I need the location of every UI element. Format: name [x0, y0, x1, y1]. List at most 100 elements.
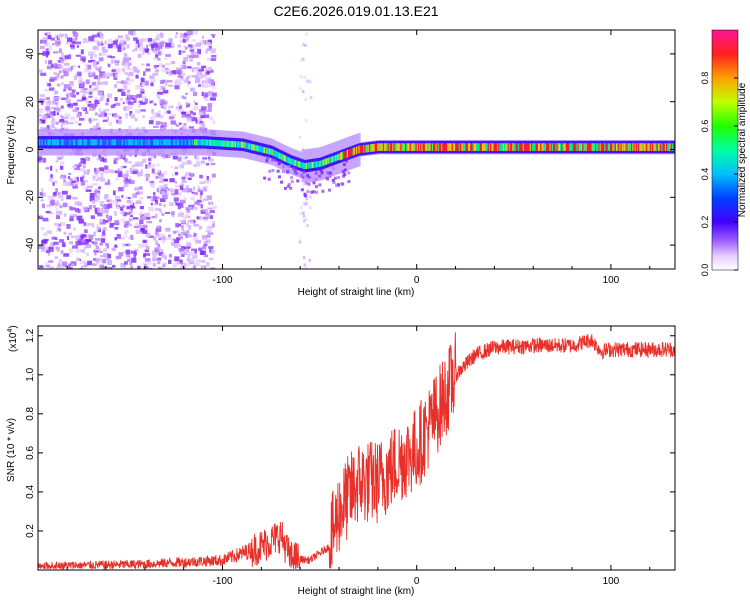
noise-cell	[99, 34, 104, 40]
noise-streak-cell	[99, 82, 103, 86]
noise-cell	[304, 194, 308, 198]
noise-cell	[100, 94, 105, 99]
noise-cell	[187, 160, 193, 165]
noise-cell	[128, 104, 133, 110]
noise-cell	[142, 243, 148, 248]
noise-cell	[38, 157, 43, 160]
noise-cell	[81, 235, 85, 239]
noise-cell	[207, 195, 212, 200]
noise-cell	[200, 204, 203, 209]
noise-cell	[164, 227, 171, 232]
noise-cell	[124, 158, 128, 163]
colorbar-gradient	[711, 29, 739, 271]
noise-streak-cell	[124, 231, 128, 235]
noise-cell	[171, 172, 175, 177]
noise-cell	[134, 248, 139, 252]
noise-cell	[186, 160, 190, 165]
noise-cell	[82, 163, 87, 166]
noise-cell	[76, 176, 79, 182]
noise-cell	[94, 207, 100, 213]
noise-cell	[166, 192, 170, 196]
noise-cell	[199, 109, 205, 113]
noise-streak-cell	[121, 154, 125, 158]
noise-cell	[92, 118, 99, 121]
noise-cell	[134, 161, 139, 166]
noise-cell	[182, 38, 187, 43]
noise-cell	[182, 33, 187, 38]
noise-cell	[159, 99, 162, 105]
noise-cell	[99, 222, 106, 225]
noise-streak-cell	[159, 32, 163, 36]
noise-cell	[117, 156, 122, 160]
noise-cell	[46, 125, 51, 130]
noise-cell	[190, 248, 195, 251]
noise-cell	[83, 187, 88, 190]
noise-cell	[287, 165, 291, 169]
noise-cell	[45, 50, 50, 55]
noise-cell	[45, 105, 50, 111]
noise-cell	[307, 182, 311, 186]
noise-cell	[107, 203, 113, 209]
noise-cell	[55, 34, 58, 39]
noise-cell	[92, 61, 99, 65]
noise-cell	[205, 235, 211, 238]
noise-streak-cell	[157, 246, 161, 250]
noise-cell	[140, 77, 145, 83]
noise-cell	[80, 158, 85, 161]
ridge-core	[673, 143, 675, 151]
noise-streak-cell	[122, 185, 126, 189]
noise-cell	[106, 245, 109, 249]
x-tick-label: -100	[212, 576, 232, 587]
noise-cell	[209, 116, 214, 121]
noise-cell	[183, 32, 189, 36]
noise-cell	[62, 68, 68, 72]
noise-cell	[82, 94, 86, 99]
noise-cell	[199, 40, 206, 45]
noise-cell	[84, 229, 88, 233]
noise-cell	[142, 253, 146, 258]
noise-cell	[187, 177, 192, 181]
noise-cell	[124, 183, 129, 188]
noise-cell	[124, 261, 128, 265]
noise-cell	[91, 222, 94, 227]
noise-streak-cell	[58, 70, 62, 74]
noise-cell	[189, 49, 195, 52]
noise-streak-cell	[159, 176, 163, 180]
noise-cell	[114, 84, 118, 89]
noise-cell	[103, 252, 109, 258]
noise-cell	[122, 156, 126, 160]
colorbar-label: Normalized spectral amplitude	[737, 82, 748, 217]
noise-streak-cell	[156, 171, 160, 175]
noise-cell	[97, 81, 100, 85]
noise-cell	[159, 42, 164, 47]
noise-cell	[151, 258, 158, 262]
noise-cell	[92, 125, 98, 129]
noise-cell	[143, 229, 148, 234]
noise-cell	[283, 186, 287, 190]
noise-cell	[89, 106, 95, 111]
x-tick-label: 100	[603, 576, 620, 587]
noise-cell	[76, 92, 80, 95]
noise-cell	[83, 159, 86, 164]
noise-streak-cell	[157, 266, 161, 269]
noise-cell	[39, 192, 44, 196]
noise-cell	[200, 191, 203, 196]
noise-cell	[50, 212, 53, 215]
noise-streak-cell	[187, 75, 191, 79]
noise-cell	[135, 43, 140, 49]
noise-cell	[114, 38, 119, 42]
noise-cell	[123, 250, 127, 254]
noise-cell	[87, 65, 92, 70]
noise-streak-cell	[160, 127, 164, 131]
noise-cell	[72, 64, 76, 68]
noise-cell	[189, 87, 195, 92]
noise-cell	[94, 101, 99, 105]
noise-streak-cell	[99, 202, 103, 206]
noise-cell	[91, 81, 97, 86]
noise-cell	[154, 103, 157, 106]
noise-cell	[92, 183, 99, 186]
noise-cell	[181, 225, 184, 228]
noise-cell	[93, 62, 98, 68]
noise-cell	[107, 43, 113, 49]
